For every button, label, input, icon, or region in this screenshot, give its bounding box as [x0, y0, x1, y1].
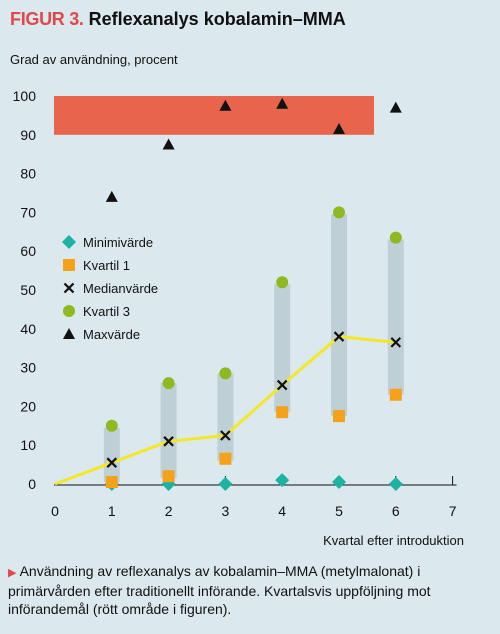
figure-title-text: Reflexanalys kobalamin–MMA — [88, 9, 346, 29]
data-point-kvartil-3 — [333, 206, 345, 219]
data-point-minimivarde — [218, 477, 233, 491]
data-point-kvartil-3 — [219, 367, 232, 380]
data-point-medianvarde — [163, 436, 174, 447]
caption-marker-icon: ▶ — [8, 567, 17, 579]
x-tick-label: 3 — [222, 503, 230, 519]
y-tick-label: 30 — [20, 360, 36, 376]
data-point-medianvarde — [220, 430, 231, 441]
caption-text: Användning av reflexanalys av kobalamin–… — [8, 563, 431, 617]
y-axis-label: Grad av användning, procent — [10, 52, 178, 67]
y-tick-label: 60 — [20, 243, 36, 259]
target-zone — [54, 96, 374, 135]
data-point-medianvarde — [106, 457, 118, 468]
x-tick-label: 0 — [51, 503, 59, 519]
data-point-minimivarde — [388, 477, 403, 491]
legend-label-kvartil-3: Kvartil 3 — [83, 304, 130, 319]
data-point-medianvarde — [276, 379, 288, 391]
iqr-bar — [217, 373, 234, 461]
y-tick-label: 70 — [20, 204, 36, 220]
data-point-kvartil-3 — [162, 377, 175, 390]
data-point-kvartil-3 — [389, 231, 402, 244]
data-point-kvartil-1 — [276, 406, 289, 419]
legend-marker-kvartil-1 — [63, 259, 75, 271]
y-tick-label: 0 — [28, 476, 36, 492]
iqr-bar — [387, 239, 404, 395]
data-point-kvartil-1 — [333, 410, 345, 423]
legend-marker-minimivarde — [62, 235, 76, 249]
y-tick-label: 90 — [20, 127, 36, 143]
data-point-medianvarde — [333, 331, 345, 342]
iqr-bar — [160, 383, 177, 479]
figure-caption: ▶ Användning av reflexanalys av kobalami… — [8, 562, 494, 618]
y-tick-label: 100 — [13, 88, 37, 104]
data-point-kvartil-1 — [389, 388, 402, 401]
figure-title: FIGUR 3. Reflexanalys kobalamin–MMA — [10, 8, 346, 30]
x-tick-label: 1 — [108, 503, 116, 519]
data-point-kvartil-1 — [105, 476, 118, 489]
data-point-minimivarde — [275, 473, 290, 488]
y-tick-label: 10 — [20, 437, 36, 453]
y-tick-label: 80 — [20, 166, 36, 182]
data-point-kvartil-1 — [162, 470, 175, 483]
data-point-maxvarde — [333, 122, 345, 134]
x-tick-label: 2 — [165, 503, 173, 519]
legend-marker-maxvarde — [63, 328, 75, 339]
data-point-minimivarde — [332, 475, 346, 490]
data-point-kvartil-3 — [276, 276, 289, 289]
x-tick-label: 6 — [392, 503, 400, 519]
data-point-maxvarde — [276, 97, 289, 109]
data-point-maxvarde — [105, 190, 118, 202]
iqr-bar — [274, 284, 291, 413]
data-point-maxvarde — [162, 138, 175, 150]
figure-label: FIGUR 3. — [10, 9, 84, 29]
data-point-kvartil-1 — [219, 452, 232, 465]
legend-marker-medianvarde — [63, 282, 75, 294]
chart: 0 10 20 30 40 50 60 70 80 90 100 0 1 2 3 4 5 6 7 Minimivär… — [13, 88, 464, 548]
data-point-maxvarde — [219, 99, 232, 111]
x-tick-label: 5 — [335, 503, 343, 519]
x-tick-label: 7 — [449, 503, 457, 519]
data-point-maxvarde — [389, 101, 402, 113]
legend-label-medianvarde: Medianvärde — [83, 281, 158, 296]
legend-label-minimivarde: Minimivärde — [83, 235, 153, 250]
x-tick-label: 4 — [278, 503, 286, 519]
y-tick-label: 40 — [20, 321, 36, 337]
legend-marker-kvartil-3 — [63, 305, 75, 317]
x-axis-label: Kvartal efter introduktion — [323, 533, 464, 548]
legend-label-maxvarde: Maxvärde — [83, 327, 140, 342]
data-point-kvartil-3 — [105, 419, 118, 432]
data-point-medianvarde — [390, 337, 402, 348]
legend-label-kvartil-1: Kvartil 1 — [83, 258, 130, 273]
y-tick-label: 20 — [20, 398, 36, 414]
y-tick-label: 50 — [20, 282, 36, 298]
iqr-bar — [331, 214, 347, 417]
iqr-bar — [103, 427, 120, 483]
